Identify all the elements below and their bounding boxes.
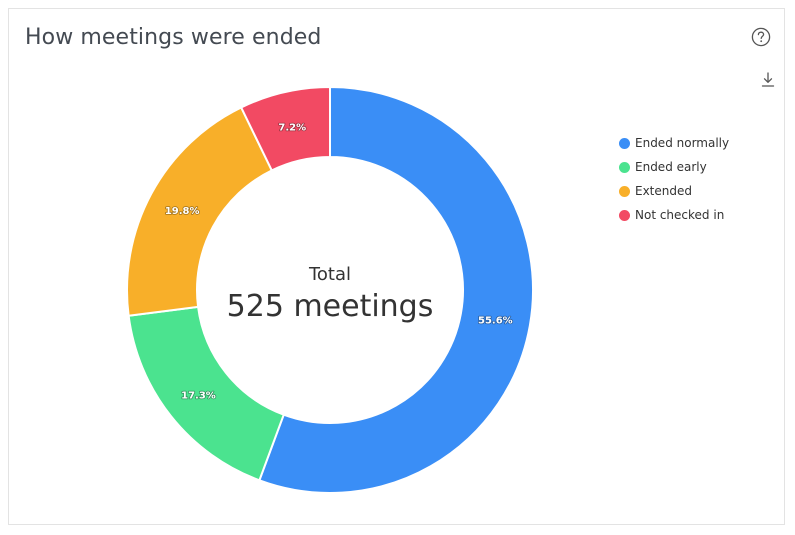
legend-label: Extended (635, 184, 692, 198)
download-icon (761, 72, 775, 87)
legend-label: Ended normally (635, 136, 730, 150)
legend-item-not-checked-in[interactable]: Not checked in (619, 203, 729, 227)
legend-swatch (619, 137, 630, 149)
legend-swatch (619, 185, 630, 197)
help-button[interactable] (751, 27, 771, 47)
slice-percent-label: 7.2% (278, 122, 306, 133)
legend-swatch (619, 161, 630, 173)
legend-label: Ended early (635, 160, 707, 174)
legend-item-ended-early[interactable]: Ended early (619, 155, 729, 179)
slice-percent-label: 55.6% (478, 316, 513, 327)
donut-slices (126, 85, 534, 494)
donut-slice-ended-normally[interactable] (258, 85, 534, 494)
legend-item-ended-normally[interactable]: Ended normally (619, 131, 729, 155)
donut-slice-labels: 55.6% 17.3% 19.8% 7.2% (164, 121, 513, 402)
center-total-value: 525 meetings (227, 289, 434, 324)
card-title: How meetings were ended (25, 25, 322, 50)
donut-slice-not-checked-in[interactable] (239, 85, 331, 172)
slice-percent-label: 19.8% (165, 206, 200, 217)
legend-item-extended[interactable]: Extended (619, 179, 729, 203)
legend-swatch (619, 209, 630, 221)
download-button[interactable] (760, 71, 776, 89)
legend-label: Not checked in (635, 208, 725, 222)
center-total-label: Total (308, 264, 351, 285)
question-circle-icon (751, 27, 771, 47)
chart-legend: Ended normally Ended early Extended Not … (619, 131, 729, 227)
slice-percent-label: 17.3% (181, 391, 216, 402)
